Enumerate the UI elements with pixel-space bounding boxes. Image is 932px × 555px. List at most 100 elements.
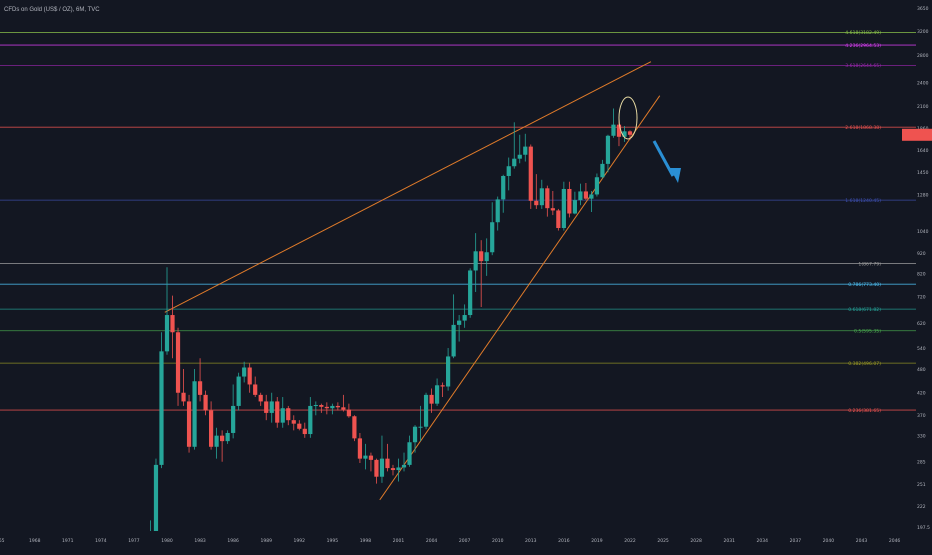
candle-body	[611, 124, 616, 136]
candle-body	[545, 188, 550, 209]
time-tick-label: 2043	[856, 538, 868, 544]
candle-body	[159, 351, 164, 465]
candle-body	[473, 251, 478, 271]
candle-body	[324, 406, 329, 409]
candle-body	[506, 166, 511, 176]
current-price-marker	[902, 128, 932, 141]
time-tick-label: 1986	[227, 538, 239, 544]
candle-body	[451, 324, 456, 357]
time-tick-label: 2028	[690, 538, 702, 544]
candle-body	[319, 405, 324, 407]
time-tick-label: 2016	[558, 538, 570, 544]
candle-body	[622, 131, 627, 137]
candle-body	[561, 188, 566, 229]
price-tick-label: 920	[917, 251, 926, 257]
candle-body	[556, 210, 561, 229]
candle-body	[352, 416, 357, 439]
time-tick-label: 2022	[624, 538, 636, 544]
price-tick-label: 3200	[917, 29, 929, 35]
candle-body	[418, 426, 423, 428]
candle-body	[170, 315, 175, 333]
candle-body	[484, 252, 489, 262]
time-tick-label: 2007	[459, 538, 471, 544]
fib-level-label: 3.618(2644.65)	[845, 63, 881, 69]
time-tick-label: 2004	[426, 538, 438, 544]
price-tick-label: 1040	[917, 229, 929, 235]
candle-body	[512, 158, 517, 167]
candle-body	[523, 146, 528, 155]
candle-body	[594, 177, 600, 195]
candle-body	[214, 435, 219, 447]
time-tick-label: 1974	[95, 538, 107, 544]
candle-body	[457, 320, 462, 325]
candle-body	[616, 124, 622, 137]
time-tick-label: 2040	[823, 538, 835, 544]
price-tick-label: 2100	[917, 104, 929, 110]
candle-body	[479, 251, 484, 262]
candle-body	[192, 381, 197, 447]
price-tick-label: 370	[917, 413, 926, 419]
candle-body	[258, 394, 263, 402]
price-tick-label: 820	[917, 271, 926, 277]
time-tick-label: 1977	[128, 538, 140, 544]
down-arrow-shaft	[652, 140, 675, 177]
candle-body	[423, 394, 429, 427]
down-arrow-head	[670, 168, 681, 183]
candle-body	[578, 191, 583, 201]
candle-body	[495, 199, 500, 223]
fib-level-label: 0.786(773.40)	[848, 282, 881, 288]
time-tick-label: 2010	[492, 538, 504, 544]
candle-body	[583, 191, 589, 199]
candle-body	[412, 426, 418, 443]
price-tick-label: 540	[917, 346, 926, 352]
time-tick-label: 2037	[790, 538, 802, 544]
price-tick-label: 1280	[917, 192, 929, 198]
candle-body	[247, 367, 252, 385]
time-tick-label: 2019	[591, 538, 603, 544]
candle-body	[385, 458, 390, 469]
candle-body	[468, 270, 473, 316]
fib-level-label: 1(867.79)	[858, 261, 881, 267]
candle-body	[605, 135, 611, 164]
time-tick-label: 2046	[889, 538, 901, 544]
candle-body	[225, 432, 230, 442]
candle-body	[242, 367, 247, 377]
candle-body	[175, 332, 181, 393]
price-tick-label: 1640	[917, 148, 929, 154]
price-tick-label: 197.5	[917, 525, 930, 531]
wedge-lower-line	[379, 95, 661, 501]
candle-body	[313, 405, 318, 407]
fib-level-label: 0.236(381.65)	[848, 408, 881, 414]
candle-body	[589, 194, 594, 199]
time-tick-label: 2013	[525, 538, 537, 544]
candle-body	[231, 405, 236, 433]
candle-body	[153, 464, 159, 534]
time-tick-label: 2034	[757, 538, 769, 544]
candle-body	[434, 385, 440, 404]
time-tick-label: 1971	[62, 538, 74, 544]
candle-body	[341, 407, 346, 410]
candle-body	[208, 410, 214, 447]
fib-level-label: 0.382(496.07)	[848, 361, 881, 367]
symbol-title: CFDs on Gold (US$ / OZ), 6M, TVC	[4, 7, 100, 13]
candle-body	[368, 455, 374, 460]
candle-body	[401, 464, 407, 468]
time-tick-label: 1980	[161, 538, 173, 544]
price-tick-label: 480	[917, 367, 926, 373]
fib-level-label: 4.236(2964.53)	[845, 43, 881, 49]
candle-body	[164, 315, 170, 352]
candle-body	[429, 394, 434, 404]
time-tick-label: 1995	[327, 538, 339, 544]
candle-body	[220, 435, 225, 442]
time-tick-label: 1989	[260, 538, 272, 544]
price-tick-label: 720	[917, 295, 926, 301]
candle-body	[534, 200, 539, 206]
fib-level-label: 0.5(595.35)	[854, 329, 881, 335]
wedge-upper-line	[164, 61, 652, 313]
time-tick-label: 1992	[294, 538, 306, 544]
candle-body	[567, 188, 572, 214]
candle-body	[297, 423, 302, 429]
candle-body	[390, 468, 396, 471]
